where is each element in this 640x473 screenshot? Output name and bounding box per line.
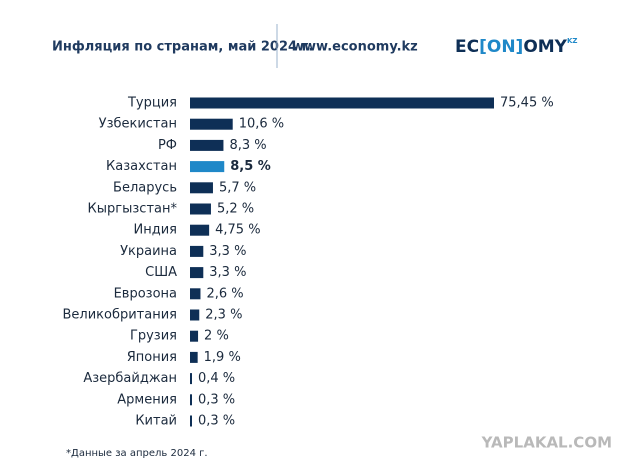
value-label: 0,3 % <box>198 414 235 429</box>
logo-part: EC <box>455 37 479 57</box>
value-label: 5,7 % <box>219 180 256 195</box>
bar <box>190 161 225 173</box>
bar <box>190 373 192 385</box>
value-label: 2,6 % <box>206 286 243 301</box>
value-label: 3,3 % <box>209 244 246 259</box>
logo: EC[ON]OMYKZ <box>455 37 578 57</box>
logo-part: [ON] <box>479 37 523 57</box>
source-url: www.economy.kz <box>292 40 418 55</box>
value-label: 2,3 % <box>205 308 242 323</box>
category-label: Беларусь <box>113 180 177 195</box>
category-label: Великобритания <box>62 308 177 323</box>
category-label: Япония <box>127 350 177 365</box>
category-label: Казахстан <box>106 159 177 174</box>
value-label: 10,6 % <box>239 117 284 132</box>
bar <box>190 118 233 130</box>
category-label: Армения <box>117 392 177 407</box>
bar <box>190 139 224 151</box>
logo-part: OMY <box>523 37 567 57</box>
value-label: 5,2 % <box>217 202 254 217</box>
bar <box>190 330 199 342</box>
value-label: 8,5 % <box>230 159 271 174</box>
chart-title: Инфляция по странам, май 2024 г. <box>52 40 313 55</box>
bar <box>190 182 213 194</box>
bar <box>190 288 201 300</box>
category-label: Азербайджан <box>83 371 177 386</box>
bar <box>190 309 200 321</box>
category-label: РФ <box>158 138 177 153</box>
bar <box>190 97 494 109</box>
value-label: 2 % <box>204 329 229 344</box>
category-label: Кыргызстан* <box>88 202 178 217</box>
value-label: 0,4 % <box>198 371 235 386</box>
bar <box>190 394 192 406</box>
category-label: Грузия <box>130 329 177 344</box>
bar <box>190 245 204 257</box>
watermark: YAPLAKAL.COM <box>481 434 612 452</box>
value-label: 0,3 % <box>198 392 235 407</box>
value-label: 4,75 % <box>215 223 260 238</box>
bar <box>190 203 211 215</box>
bar <box>190 351 198 363</box>
logo-part: KZ <box>567 37 578 45</box>
value-label: 8,3 % <box>229 138 266 153</box>
category-label: Узбекистан <box>99 117 177 132</box>
category-label: США <box>145 265 177 280</box>
footnote: *Данные за апрель 2024 г. <box>66 448 208 459</box>
category-label: Индия <box>134 223 177 238</box>
value-label: 3,3 % <box>209 265 246 280</box>
value-label: 1,9 % <box>204 350 241 365</box>
bar <box>190 415 192 427</box>
category-label: Китай <box>135 414 177 429</box>
category-label: Турция <box>127 96 177 111</box>
category-label: Украина <box>120 244 177 259</box>
bar <box>190 267 204 279</box>
value-label: 75,45 % <box>500 96 554 111</box>
category-label: Еврозона <box>114 286 177 301</box>
bar <box>190 224 210 236</box>
